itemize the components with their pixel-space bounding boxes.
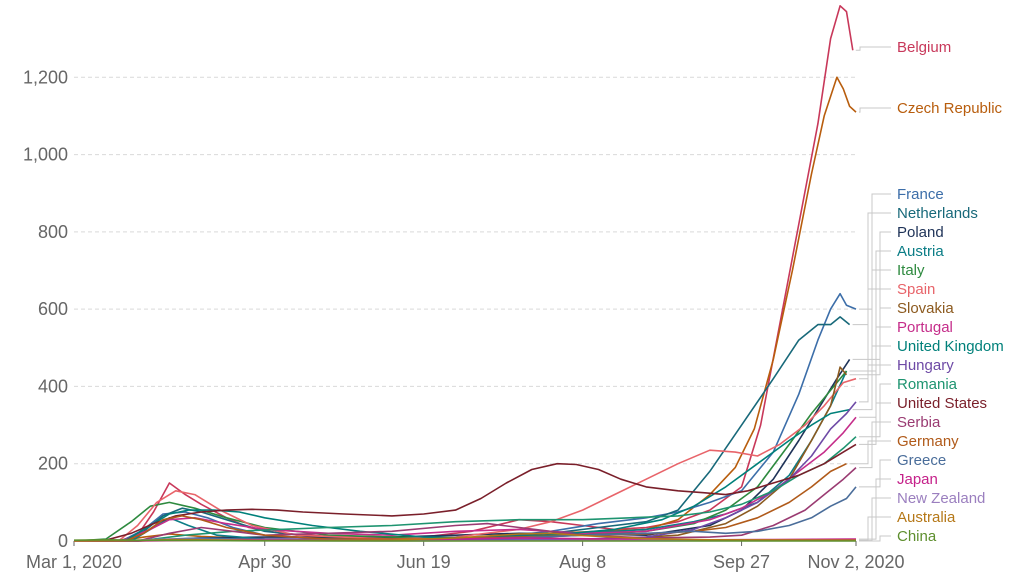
legend-leader-line [849,269,891,372]
legend-leader-line [859,383,891,438]
y-axis-ticks: 0 200 400 600 800 1,000 1,200 [23,67,68,551]
y-tick-label: 600 [38,299,68,319]
legend-leader-line [859,478,891,540]
series-line-france [74,292,857,542]
legend-leader-line [859,497,891,542]
series-line-hungary [74,401,857,542]
legend-leader-line [859,107,891,113]
legend-leader-line [849,307,891,376]
legend-label: Austria [897,243,944,260]
legend-label: Serbia [897,414,941,431]
y-tick-label: 400 [38,376,68,396]
series-line-australia [73,532,857,542]
legend-leader-line [849,440,891,465]
y-tick-label: 200 [38,454,68,474]
legend-leader-line [849,250,891,372]
grid-lines [74,76,856,465]
legend-label: China [897,528,937,545]
legend-leader-line [859,193,891,310]
y-tick-label: 800 [38,222,68,242]
y-tick-label: 1,000 [23,145,68,165]
legend-label: Romania [897,376,958,393]
series-line-greece [74,486,857,542]
legend-label: Greece [897,452,946,469]
legend-label: France [897,186,944,203]
legend-label: United Kingdom [897,338,1004,355]
legend: Belgium Czech Republic France Netherlands Po… [849,39,1004,545]
x-axis-ticks: Mar 1, 2020 Apr 30 Jun 19 Aug 8 Sep 27 Nov 2,… [26,541,905,572]
series-line-portugal [74,416,857,542]
series-line-serbia [74,467,857,542]
legend-leader-line [859,535,891,542]
legend-label: Netherlands [897,205,978,222]
legend-label: Hungary [897,357,954,374]
series-line-united-states [73,443,857,542]
legend-leader-line [859,459,891,488]
series-line-spain [74,377,857,542]
x-tick-label: Mar 1, 2020 [26,552,122,572]
legend-label: Germany [897,433,959,450]
y-tick-label: 1,200 [23,67,68,87]
legend-leader-line [859,421,891,469]
legend-leader-line [859,288,891,380]
legend-leader-line [859,326,891,418]
legend-leader-line [859,364,891,403]
y-tick-label: 0 [58,531,68,551]
series-line-china [73,539,856,542]
series-line-belgium [74,5,854,542]
legend-leader-line [855,46,891,51]
legend-label: Belgium [897,39,951,56]
legend-label: United States [897,395,987,412]
x-tick-label: Sep 27 [713,552,770,572]
legend-label: Czech Republic [897,100,1003,117]
x-tick-label: Jun 19 [397,552,451,572]
legend-leader-line [852,212,891,326]
legend-label: Slovakia [897,300,954,317]
legend-leader-line [859,516,891,541]
legend-label: Japan [897,471,938,488]
legend-label: Poland [897,224,944,241]
series-line-czech-republic [74,76,857,542]
legend-label: Portugal [897,319,953,336]
legend-label: Italy [897,262,925,279]
x-tick-label: Apr 30 [238,552,291,572]
legend-label: New Zealand [897,490,985,507]
x-tick-label: Nov 2, 2020 [807,552,904,572]
x-tick-label: Aug 8 [559,552,606,572]
series-lines [73,5,857,542]
legend-label: Spain [897,281,935,298]
legend-label: Australia [897,509,956,526]
legend-leader-line [852,231,891,360]
legend-leader-line [852,345,891,411]
